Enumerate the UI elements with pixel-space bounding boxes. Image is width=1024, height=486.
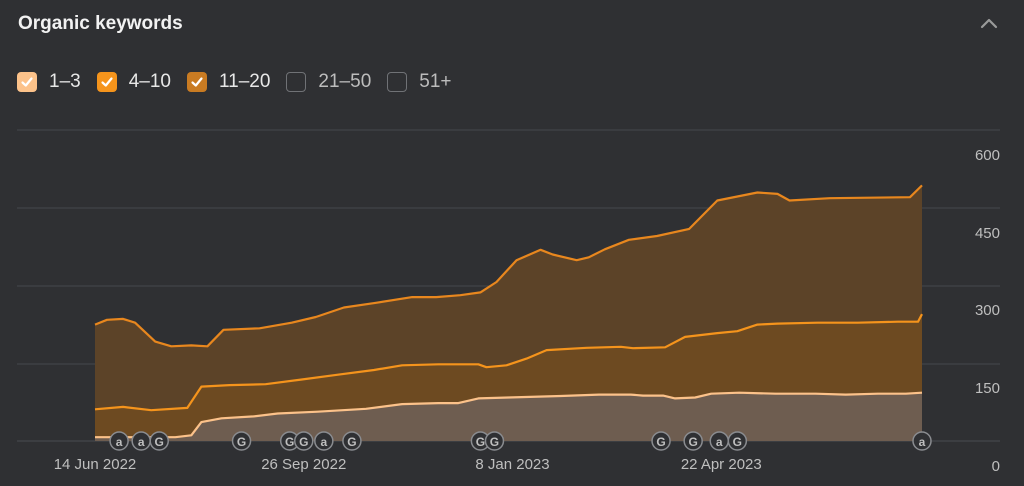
marker-circle bbox=[683, 431, 703, 451]
marker-circle bbox=[294, 431, 314, 451]
marker-circle bbox=[231, 431, 252, 451]
x-tick-label: 26 Sep 2022 bbox=[261, 456, 346, 473]
google-update-marker[interactable]: G bbox=[294, 431, 314, 451]
marker-letter: G bbox=[237, 435, 246, 449]
marker-letter: a bbox=[716, 435, 723, 449]
marker-letter: a bbox=[138, 435, 145, 449]
marker-circle bbox=[109, 431, 129, 451]
y-tick-label: 600 bbox=[975, 147, 1000, 164]
x-tick-label: 14 Jun 2022 bbox=[54, 456, 137, 473]
series-group bbox=[94, 184, 923, 441]
marker-circle bbox=[149, 431, 169, 451]
legend-item-21-50[interactable]: 21–50 bbox=[286, 71, 371, 93]
marker-circle bbox=[912, 431, 932, 451]
checkbox-4-10[interactable] bbox=[96, 72, 117, 92]
x-axis: 14 Jun 2022 26 Sep 2022 8 Jan 2023 22 Apr 2… bbox=[54, 456, 762, 473]
marker-circle bbox=[727, 431, 748, 451]
collapse-chevron-up-icon[interactable] bbox=[978, 12, 1000, 34]
legend-label-21-50: 21–50 bbox=[318, 71, 372, 92]
marker-circle bbox=[484, 431, 505, 451]
checkbox-1-3[interactable] bbox=[17, 72, 37, 92]
y-axis: 0 150 300 450 600 bbox=[975, 147, 1000, 475]
checkbox-11-20[interactable] bbox=[186, 72, 207, 92]
google-update-marker[interactable]: G bbox=[484, 431, 505, 451]
checkmark-icon bbox=[21, 77, 33, 87]
x-tick-label: 22 Apr 2023 bbox=[681, 456, 762, 473]
ahrefs-update-marker[interactable]: a bbox=[131, 431, 151, 451]
google-update-marker[interactable]: G bbox=[683, 431, 703, 451]
legend-item-4-10[interactable]: 4–10 bbox=[96, 71, 171, 93]
marker-circle bbox=[314, 431, 334, 451]
ahrefs-update-marker[interactable]: a bbox=[912, 431, 932, 451]
checkmark-icon bbox=[101, 77, 113, 87]
legend-label-11-20: 11–20 bbox=[218, 71, 271, 92]
google-update-marker[interactable]: G bbox=[651, 431, 671, 451]
ahrefs-update-marker[interactable]: a bbox=[709, 431, 730, 451]
ahrefs-update-marker[interactable]: a bbox=[314, 431, 334, 451]
marker-letter: G bbox=[476, 435, 485, 449]
legend-item-1-3[interactable]: 1–3 bbox=[17, 71, 81, 93]
legend-item-11-20[interactable]: 11–20 bbox=[186, 71, 271, 93]
series-line-0 bbox=[95, 391, 923, 439]
series-legend: 1–3 4–10 11–20 21–50 51+ bbox=[17, 71, 468, 93]
marker-letter: G bbox=[299, 435, 308, 449]
marker-letter: G bbox=[155, 435, 164, 449]
marker-circle bbox=[651, 431, 671, 451]
google-update-marker[interactable]: G bbox=[727, 431, 748, 451]
marker-letter: G bbox=[285, 435, 294, 449]
google-update-marker[interactable]: G bbox=[342, 431, 362, 451]
series-area-0 bbox=[95, 392, 922, 441]
legend-label-4-10: 4–10 bbox=[128, 71, 171, 92]
marker-letter: a bbox=[320, 435, 327, 449]
marker-letter: G bbox=[688, 435, 697, 449]
x-tick-label: 8 Jan 2023 bbox=[475, 456, 549, 473]
checkbox-21-50[interactable] bbox=[286, 72, 307, 92]
checkbox-51-plus[interactable] bbox=[387, 72, 408, 92]
ahrefs-update-marker[interactable]: a bbox=[109, 431, 129, 451]
marker-letter: G bbox=[490, 435, 499, 449]
y-tick-label: 300 bbox=[975, 302, 1000, 319]
widget-title: Organic keywords bbox=[18, 13, 183, 34]
legend-item-51-plus[interactable]: 51+ bbox=[387, 71, 452, 93]
y-tick-label: 450 bbox=[975, 225, 1000, 242]
marker-letter: G bbox=[347, 435, 356, 449]
y-tick-label: 0 bbox=[992, 458, 1000, 475]
marker-letter: G bbox=[733, 435, 742, 449]
marker-circle bbox=[342, 431, 362, 451]
marker-letter: a bbox=[919, 435, 926, 449]
legend-label-51-plus: 51+ bbox=[419, 71, 452, 92]
marker-letter: a bbox=[116, 435, 123, 449]
y-tick-label: 150 bbox=[975, 380, 1000, 397]
checkmark-icon bbox=[191, 77, 203, 87]
marker-letter: G bbox=[656, 435, 665, 449]
google-update-marker[interactable]: G bbox=[149, 431, 169, 451]
series-line-2 bbox=[94, 184, 923, 348]
legend-label-1-3: 1–3 bbox=[49, 71, 81, 92]
google-update-marker[interactable]: G bbox=[231, 431, 252, 451]
series-line-1 bbox=[94, 313, 923, 412]
